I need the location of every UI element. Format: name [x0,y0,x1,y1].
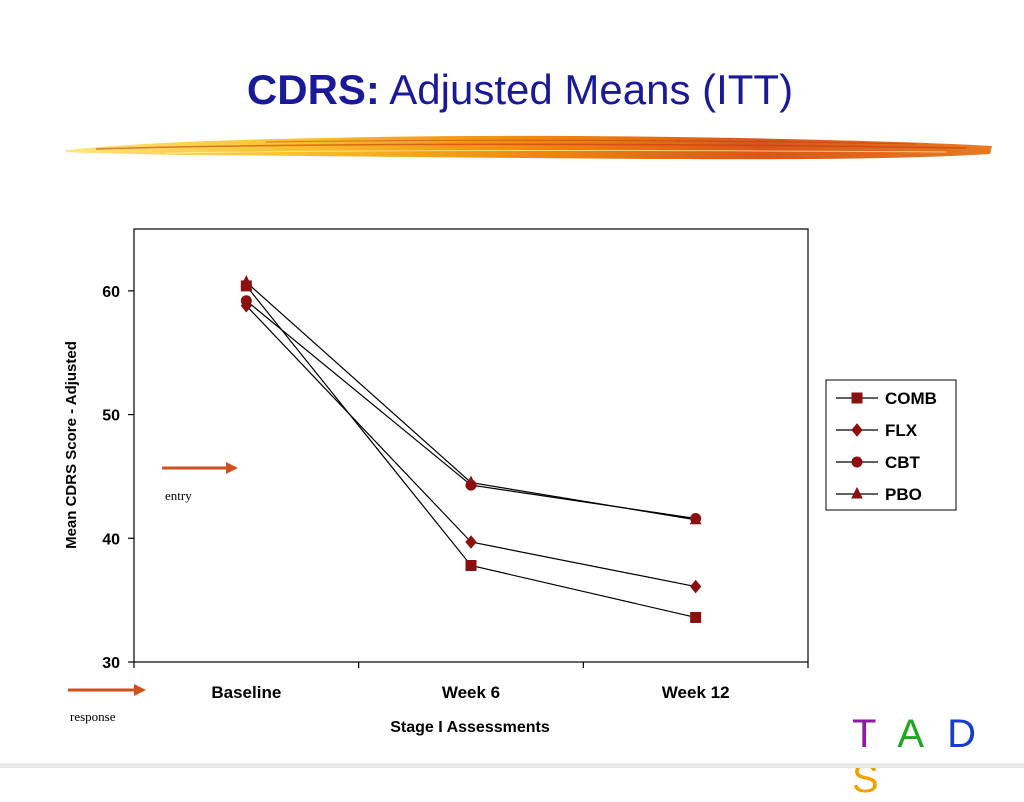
legend-marker-flx [851,423,863,437]
response-annotation: response [68,684,146,724]
logo-letter-a: A [897,712,925,756]
plot-area-frame [133,228,809,663]
data-point-flx [690,579,702,594]
legend-marker-pbo [851,486,863,499]
legend-marker-comb [851,392,863,404]
series-markers [240,275,702,623]
data-point-flx [465,535,477,549]
response-label: response [70,709,116,724]
data-point-comb [690,611,702,623]
data-point-cbt [240,295,252,307]
legend-label-flx: FLX [885,421,918,440]
logo-letter-d: D [947,712,977,756]
data-point-pbo [240,275,253,287]
entry-annotation: entry [162,462,238,503]
y-tick-label: 50 [102,408,120,425]
logo-letter-t: T [852,712,877,756]
brush-stroke-divider [66,135,992,160]
line-chart: 30 40 50 60 Baseline Week 6 Week 12 Mean CDRS … [63,228,957,736]
y-tick-label: 60 [102,284,120,301]
slide-title-rest: Adjusted Means (ITT) [389,66,794,113]
data-point-pbo [689,512,702,525]
y-axis-label: Mean CDRS Score - Adjusted [63,341,80,549]
chart-axes: 30 40 50 60 Baseline Week 6 Week 12 [102,284,809,702]
legend-box [825,379,957,511]
legend-label-comb: COMB [885,389,937,408]
y-tick-label: 40 [102,531,120,548]
slide-title: CDRS: Adjusted Means (ITT) [0,66,1024,114]
x-tick-label: Baseline [211,683,281,702]
x-axis-label: Stage I Assessments [390,719,550,736]
legend-label-cbt: CBT [885,453,921,472]
x-tick-label: Week 12 [662,683,730,702]
data-point-pbo [465,475,477,488]
tads-logo: T A D S [852,712,1024,802]
footer-divider [0,763,1024,768]
x-tick-label: Week 6 [442,683,500,702]
slide-title-bold: CDRS: [246,66,380,113]
legend: COMB FLX CBT PBO [825,379,957,511]
y-tick-label: 30 [102,655,120,672]
legend-label-pbo: PBO [885,485,922,504]
legend-marker-cbt [851,456,863,468]
data-point-comb [465,560,477,572]
entry-label: entry [165,488,192,503]
